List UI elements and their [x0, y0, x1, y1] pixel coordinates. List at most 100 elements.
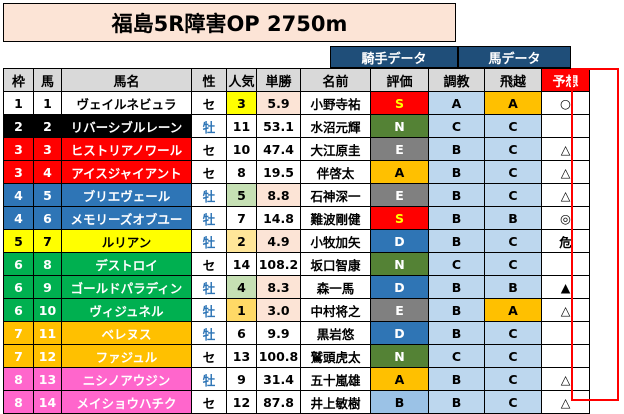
- cell-uma: 6: [33, 206, 62, 230]
- table-row: 2 2 リバーシブルレーン牡 11 53.1 水沼元輝 N C C: [3, 114, 590, 138]
- cell-pop: 11: [226, 114, 257, 138]
- cell-pop: 9: [226, 367, 257, 391]
- cell-jockey: 黒岩悠: [300, 321, 371, 345]
- cell-sex: セ: [191, 137, 227, 161]
- cell-name: ヴィジュネル: [61, 298, 192, 322]
- cell-pop: 10: [226, 137, 257, 161]
- cell-chokyo: B: [428, 275, 485, 299]
- cell-pred: △: [541, 137, 590, 161]
- cell-waku: 4: [3, 183, 34, 207]
- cell-jockey: 小野寺祐: [300, 91, 371, 115]
- cell-odds: 8.8: [256, 183, 301, 207]
- table-row: 8 13 ニシノアウジン牡 9 31.4 五十嵐雄 A B C △: [3, 367, 590, 391]
- cell-sex: セ: [191, 160, 227, 184]
- cell-sex: セ: [191, 91, 227, 115]
- cell-odds: 14.8: [256, 206, 301, 230]
- cell-sex: 牡: [191, 298, 227, 322]
- cell-chokyo: B: [428, 321, 485, 345]
- cell-hiyaku: A: [484, 298, 542, 322]
- cell-rating: B: [370, 390, 429, 414]
- cell-hiyaku: B: [484, 275, 542, 299]
- cell-jockey: 坂口智康: [300, 252, 371, 276]
- cell-sex: 牡: [191, 367, 227, 391]
- cell-sex: 牡: [191, 183, 227, 207]
- cell-rating: E: [370, 298, 429, 322]
- cell-odds: 9.9: [256, 321, 301, 345]
- cell-rating: E: [370, 137, 429, 161]
- cell-name: ファジュル: [61, 344, 192, 368]
- cell-name: ニシノアウジン: [61, 367, 192, 391]
- cell-chokyo: B: [428, 298, 485, 322]
- table-row: 5 7 ルリアン牡 2 4.9 小牧加矢 D B C 危: [3, 229, 590, 253]
- col-header-pred: 予想: [541, 68, 590, 92]
- cell-uma: 3: [33, 137, 62, 161]
- cell-pop: 5: [226, 183, 257, 207]
- table-row: 3 4 アイスジャイアントセ 8 19.5 伴啓太 A B C △: [3, 160, 590, 184]
- cell-sex: セ: [191, 390, 227, 414]
- cell-hiyaku: A: [484, 91, 542, 115]
- cell-waku: 2: [3, 114, 34, 138]
- cell-chokyo: B: [428, 160, 485, 184]
- cell-chokyo: B: [428, 390, 485, 414]
- table-row: 4 6 メモリーズオブユー牡 7 14.8 難波剛健 S B B ◎: [3, 206, 590, 230]
- cell-hiyaku: C: [484, 321, 542, 345]
- cell-waku: 6: [3, 252, 34, 276]
- col-header-sex: 性: [191, 68, 227, 92]
- cell-jockey: 伴啓太: [300, 160, 371, 184]
- cell-rating: A: [370, 160, 429, 184]
- col-header-chokyo: 調教: [428, 68, 485, 92]
- cell-chokyo: A: [428, 91, 485, 115]
- cell-odds: 47.4: [256, 137, 301, 161]
- cell-hiyaku: C: [484, 252, 542, 276]
- cell-hiyaku: C: [484, 160, 542, 184]
- cell-uma: 14: [33, 390, 62, 414]
- cell-hiyaku: C: [484, 183, 542, 207]
- cell-waku: 1: [3, 91, 34, 115]
- cell-rating: D: [370, 275, 429, 299]
- cell-waku: 3: [3, 160, 34, 184]
- cell-sex: 牡: [191, 114, 227, 138]
- cell-odds: 8.3: [256, 275, 301, 299]
- cell-sex: セ: [191, 344, 227, 368]
- cell-chokyo: B: [428, 137, 485, 161]
- cell-pred: △: [541, 183, 590, 207]
- cell-jockey: 森一馬: [300, 275, 371, 299]
- header-row: 枠 馬 馬名 性 人気 単勝 名前 評価 調教 飛越 予想: [3, 68, 590, 92]
- cell-rating: D: [370, 229, 429, 253]
- cell-rating: N: [370, 344, 429, 368]
- cell-sex: 牡: [191, 206, 227, 230]
- cell-waku: 6: [3, 298, 34, 322]
- cell-pop: 13: [226, 344, 257, 368]
- cell-jockey: 五十嵐雄: [300, 367, 371, 391]
- col-header-pop: 人気: [226, 68, 257, 92]
- cell-uma: 5: [33, 183, 62, 207]
- cell-jockey: 大江原圭: [300, 137, 371, 161]
- cell-name: リバーシブルレーン: [61, 114, 192, 138]
- horse-data-group-header: 馬データ: [458, 46, 571, 68]
- cell-chokyo: C: [428, 344, 485, 368]
- cell-waku: 4: [3, 206, 34, 230]
- cell-hiyaku: C: [484, 229, 542, 253]
- cell-chokyo: B: [428, 183, 485, 207]
- cell-odds: 100.8: [256, 344, 301, 368]
- cell-name: ベレヌス: [61, 321, 192, 345]
- cell-sex: 牡: [191, 321, 227, 345]
- cell-odds: 5.9: [256, 91, 301, 115]
- cell-odds: 31.4: [256, 367, 301, 391]
- table-row: 6 9 ゴールドパラディン牡 4 8.3 森一馬 D B B ▲: [3, 275, 590, 299]
- cell-uma: 9: [33, 275, 62, 299]
- cell-uma: 1: [33, 91, 62, 115]
- cell-name: アイスジャイアント: [61, 160, 192, 184]
- cell-jockey: 難波剛健: [300, 206, 371, 230]
- cell-rating: S: [370, 206, 429, 230]
- cell-chokyo: B: [428, 229, 485, 253]
- table-row: 6 8 デストロイセ 14 108.2 坂口智康 N C C: [3, 252, 590, 276]
- cell-uma: 8: [33, 252, 62, 276]
- cell-name: メモリーズオブユー: [61, 206, 192, 230]
- cell-chokyo: B: [428, 367, 485, 391]
- table-row: 6 10 ヴィジュネル牡 1 3.0 中村将之 E B A △: [3, 298, 590, 322]
- cell-pop: 14: [226, 252, 257, 276]
- table-row: 7 12 ファジュルセ 13 100.8 鷲頭虎太 N C C: [3, 344, 590, 368]
- cell-pred: [541, 321, 590, 345]
- cell-pop: 1: [226, 298, 257, 322]
